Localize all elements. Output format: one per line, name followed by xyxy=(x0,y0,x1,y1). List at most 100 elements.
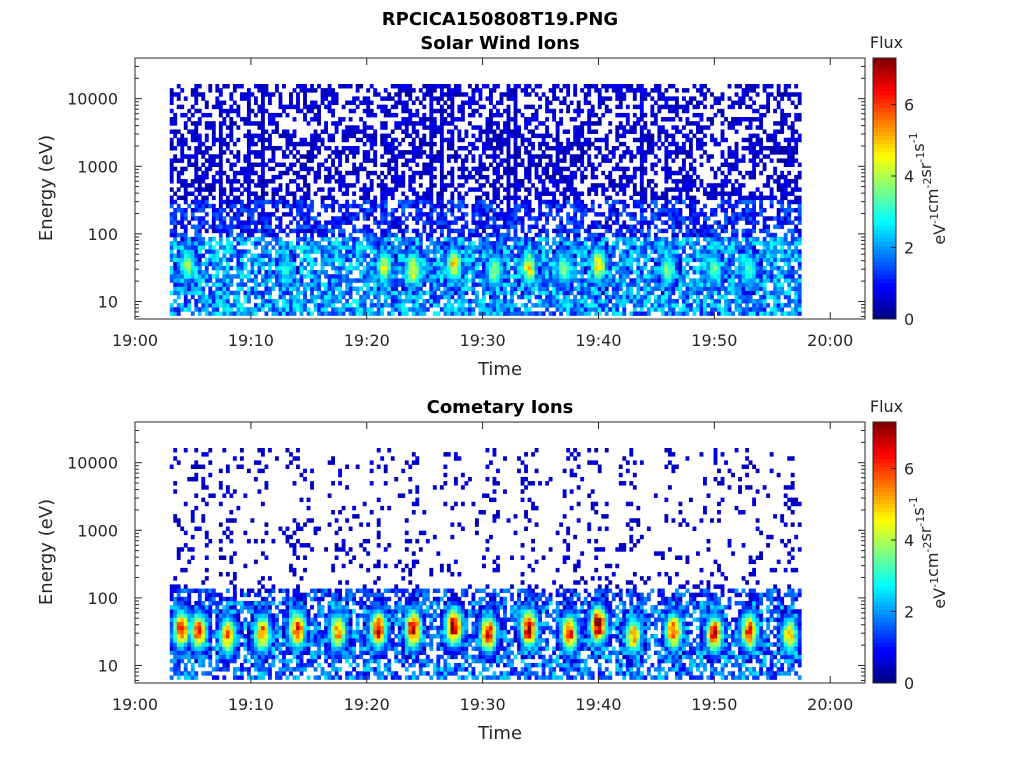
heatmap-cell xyxy=(457,228,462,234)
heatmap-cell xyxy=(292,278,297,283)
heatmap-cell xyxy=(604,158,609,163)
heatmap-cell xyxy=(576,236,581,242)
heatmap-cell xyxy=(397,150,402,155)
heatmap-cell xyxy=(601,154,606,159)
heatmap-cell xyxy=(646,241,651,246)
heatmap-cell xyxy=(425,187,430,192)
heatmap-cell xyxy=(296,100,300,106)
heatmap-cell xyxy=(296,170,300,176)
heatmap-cell xyxy=(513,133,518,139)
heatmap-cell xyxy=(594,261,599,267)
heatmap-cell xyxy=(229,307,234,312)
heatmap-cell xyxy=(253,224,258,230)
heatmap-cell xyxy=(422,125,427,130)
heatmap-cell xyxy=(243,249,248,254)
heatmap-cell xyxy=(439,216,444,221)
heatmap-cell xyxy=(408,241,413,246)
heatmap-cell xyxy=(517,274,521,279)
heatmap-cell xyxy=(496,121,500,126)
heatmap-cell xyxy=(643,199,648,205)
heatmap-cell xyxy=(190,199,195,205)
heatmap-cell xyxy=(590,307,595,312)
heatmap-cell xyxy=(587,249,592,254)
heatmap-cell xyxy=(443,261,448,267)
heatmap-cell xyxy=(524,257,528,263)
heatmap-cell xyxy=(478,298,483,304)
heatmap-cell xyxy=(187,191,192,196)
heatmap-cell xyxy=(576,108,581,114)
heatmap-cell xyxy=(257,265,262,271)
heatmap-cell xyxy=(506,179,511,184)
heatmap-cell xyxy=(482,282,486,287)
heatmap-cell xyxy=(415,232,420,238)
heatmap-cell xyxy=(257,294,262,300)
heatmap-cell xyxy=(555,137,560,143)
heatmap-cell xyxy=(236,224,241,230)
heatmap-cell xyxy=(362,129,367,134)
heatmap-cell xyxy=(292,298,297,304)
heatmap-cell xyxy=(243,241,248,246)
heatmap-cell xyxy=(257,104,262,110)
heatmap-cell xyxy=(204,150,209,155)
heatmap-cell xyxy=(359,117,364,122)
heatmap-cell xyxy=(524,307,528,312)
heatmap-cell xyxy=(215,298,220,304)
heatmap-cell xyxy=(260,228,265,234)
heatmap-cell xyxy=(538,253,542,258)
heatmap-cell xyxy=(604,241,609,246)
heatmap-cell xyxy=(587,162,592,168)
heatmap-cell xyxy=(246,121,251,126)
heatmap-cell xyxy=(246,174,251,180)
heatmap-cell xyxy=(211,208,216,213)
heatmap-cell xyxy=(436,96,441,101)
heatmap-cell xyxy=(411,249,416,254)
heatmap-cell xyxy=(215,253,220,258)
heatmap-cell xyxy=(576,137,581,143)
heatmap-cell xyxy=(443,249,448,254)
heatmap-cell xyxy=(545,294,550,300)
heatmap-cell xyxy=(271,311,276,316)
heatmap-cell xyxy=(450,137,455,143)
heatmap-cell xyxy=(601,303,606,308)
heatmap-cell xyxy=(296,199,300,205)
heatmap-cell xyxy=(506,195,511,201)
heatmap-cell xyxy=(211,158,216,163)
heatmap-cell xyxy=(173,228,178,234)
heatmap-cell xyxy=(317,220,321,225)
heatmap-cell xyxy=(246,88,251,93)
heatmap-cell xyxy=(524,199,528,205)
heatmap-cell xyxy=(246,236,251,242)
heatmap-cell xyxy=(562,100,567,106)
heatmap-cell xyxy=(169,220,174,225)
heatmap-cell xyxy=(250,141,255,147)
heatmap-cell xyxy=(506,199,511,205)
heatmap-cell xyxy=(345,257,350,263)
heatmap-cell xyxy=(334,249,339,254)
heatmap-cell xyxy=(625,274,630,279)
heatmap-cell xyxy=(485,303,490,308)
heatmap-cell xyxy=(608,270,613,275)
heatmap-cell xyxy=(215,303,220,308)
heatmap-cell xyxy=(324,286,328,292)
heatmap-cell xyxy=(404,199,409,205)
heatmap-cell xyxy=(629,241,634,246)
heatmap-cell xyxy=(387,253,392,258)
heatmap-cell xyxy=(292,104,297,110)
heatmap-cell xyxy=(292,133,297,139)
heatmap-cell xyxy=(422,270,427,275)
heatmap-cell xyxy=(587,270,592,275)
heatmap-cell xyxy=(559,274,564,279)
heatmap-cell xyxy=(538,303,542,308)
heatmap-cell xyxy=(232,141,237,147)
heatmap-cell xyxy=(394,307,399,312)
heatmap-cell xyxy=(201,278,206,283)
heatmap-cell xyxy=(253,100,258,106)
heatmap-cell xyxy=(313,170,318,176)
heatmap-cell xyxy=(608,224,613,230)
heatmap-cell xyxy=(538,104,542,110)
heatmap-cell xyxy=(460,162,465,168)
heatmap-cell xyxy=(604,265,609,271)
heatmap-cell xyxy=(218,92,223,97)
heatmap-cell xyxy=(380,121,385,126)
heatmap-cell xyxy=(601,265,606,271)
